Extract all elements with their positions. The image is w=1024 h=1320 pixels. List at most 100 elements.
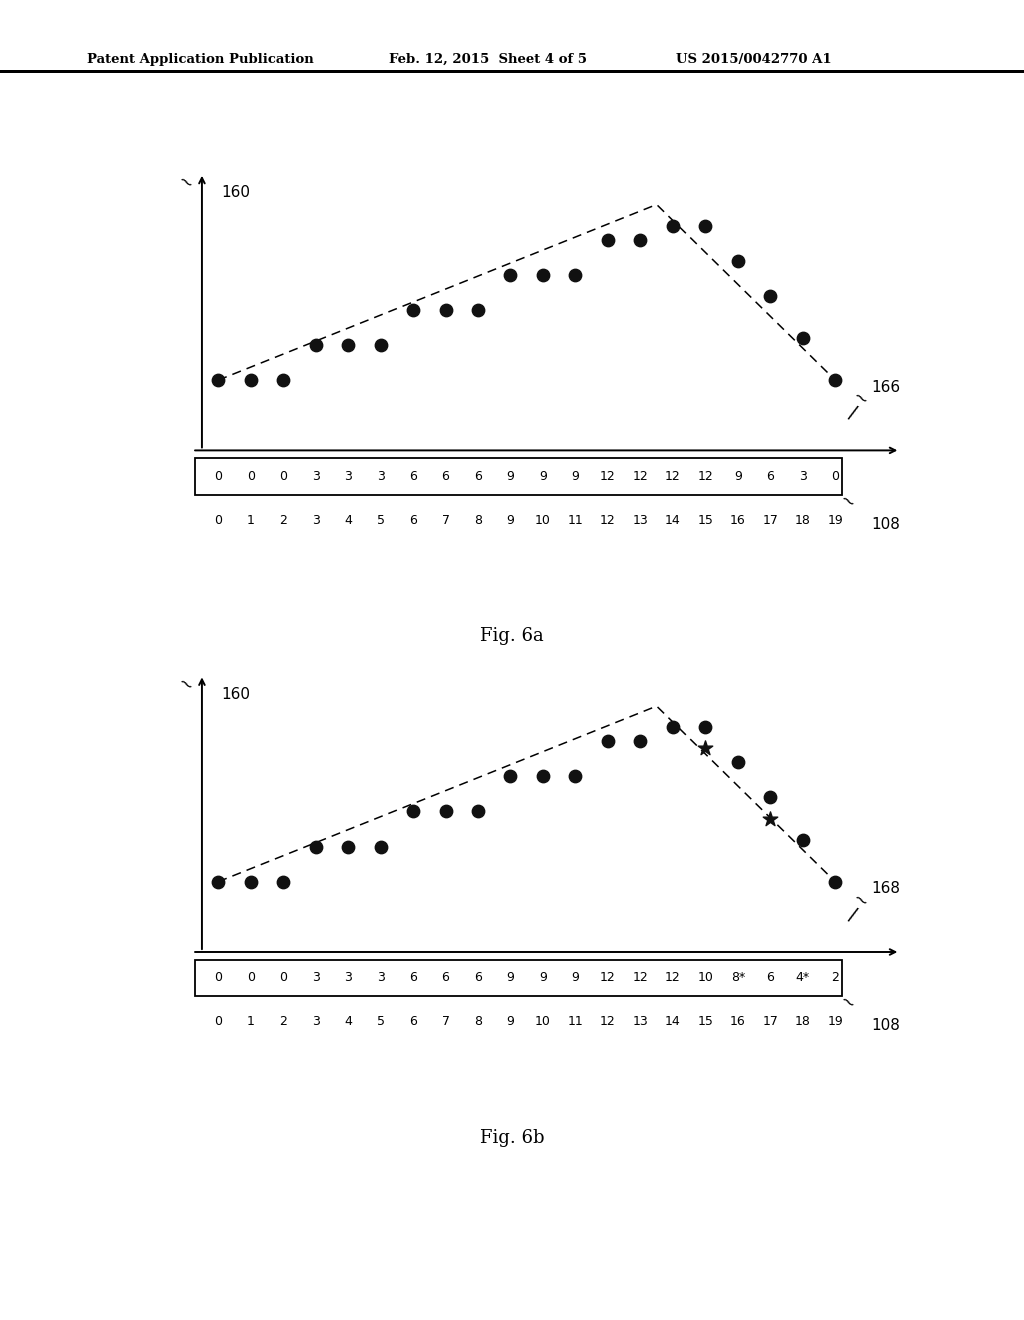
Point xyxy=(535,264,551,285)
Text: ~: ~ xyxy=(173,172,196,195)
Text: 2: 2 xyxy=(280,513,287,527)
Point xyxy=(340,334,356,355)
Point xyxy=(762,787,778,808)
Point xyxy=(503,264,519,285)
Point xyxy=(470,801,486,822)
Point xyxy=(600,230,616,251)
Text: 166: 166 xyxy=(871,380,900,395)
Text: 6: 6 xyxy=(410,1015,417,1028)
Text: 18: 18 xyxy=(795,1015,811,1028)
Text: 9: 9 xyxy=(734,470,741,483)
Text: 3: 3 xyxy=(344,470,352,483)
Text: 9: 9 xyxy=(507,1015,514,1028)
Text: 12: 12 xyxy=(633,470,648,483)
Point xyxy=(503,766,519,787)
Text: 12: 12 xyxy=(600,513,615,527)
Point xyxy=(210,370,226,391)
Text: ~: ~ xyxy=(848,888,871,912)
Text: 11: 11 xyxy=(567,1015,584,1028)
Text: /: / xyxy=(847,904,859,925)
Point xyxy=(762,808,778,829)
Text: 0: 0 xyxy=(214,470,222,483)
Text: Fig. 6a: Fig. 6a xyxy=(480,627,544,645)
Text: 19: 19 xyxy=(827,513,843,527)
Point xyxy=(404,300,421,321)
Point xyxy=(243,370,259,391)
Text: 12: 12 xyxy=(600,1015,615,1028)
Point xyxy=(373,836,389,857)
Point xyxy=(243,871,259,892)
Point xyxy=(210,871,226,892)
Text: 15: 15 xyxy=(697,513,714,527)
Text: 6: 6 xyxy=(410,470,417,483)
Text: 9: 9 xyxy=(507,470,514,483)
Text: 6: 6 xyxy=(474,470,482,483)
Text: 18: 18 xyxy=(795,513,811,527)
Point xyxy=(437,300,454,321)
Text: 12: 12 xyxy=(665,470,681,483)
Text: 3: 3 xyxy=(311,972,319,985)
Text: 7: 7 xyxy=(441,1015,450,1028)
Text: 3: 3 xyxy=(311,513,319,527)
Text: 7: 7 xyxy=(441,513,450,527)
Text: 9: 9 xyxy=(507,972,514,985)
Point xyxy=(665,717,681,738)
Point xyxy=(665,215,681,236)
Text: 0: 0 xyxy=(247,470,255,483)
Text: 17: 17 xyxy=(763,1015,778,1028)
Point xyxy=(762,285,778,306)
Text: ~: ~ xyxy=(836,490,858,513)
Text: 10: 10 xyxy=(535,1015,551,1028)
Text: 9: 9 xyxy=(539,470,547,483)
Text: 13: 13 xyxy=(633,1015,648,1028)
Text: Feb. 12, 2015  Sheet 4 of 5: Feb. 12, 2015 Sheet 4 of 5 xyxy=(389,53,587,66)
Point xyxy=(795,327,811,348)
Point xyxy=(827,871,844,892)
Point xyxy=(827,370,844,391)
Text: 8*: 8* xyxy=(731,972,745,985)
Text: 0: 0 xyxy=(214,972,222,985)
Point xyxy=(567,264,584,285)
Text: 6: 6 xyxy=(766,972,774,985)
Text: 9: 9 xyxy=(507,513,514,527)
Text: ~: ~ xyxy=(848,387,871,411)
Text: 0: 0 xyxy=(214,1015,222,1028)
Text: 19: 19 xyxy=(827,1015,843,1028)
Point xyxy=(795,829,811,850)
Text: 11: 11 xyxy=(567,513,584,527)
Point xyxy=(340,836,356,857)
Text: 12: 12 xyxy=(665,972,681,985)
Point xyxy=(632,230,648,251)
Text: 14: 14 xyxy=(665,513,681,527)
Text: 6: 6 xyxy=(766,470,774,483)
Point xyxy=(470,300,486,321)
Text: 16: 16 xyxy=(730,1015,745,1028)
Text: 12: 12 xyxy=(600,972,615,985)
Text: 0: 0 xyxy=(280,972,287,985)
Text: 8: 8 xyxy=(474,1015,482,1028)
Text: 4: 4 xyxy=(344,513,352,527)
Point xyxy=(307,334,324,355)
Point xyxy=(697,215,714,236)
Text: 108: 108 xyxy=(871,1018,900,1034)
Text: 0: 0 xyxy=(280,470,287,483)
Text: 4*: 4* xyxy=(796,972,810,985)
Text: 4: 4 xyxy=(344,1015,352,1028)
Point xyxy=(567,766,584,787)
Point xyxy=(632,731,648,752)
Text: 6: 6 xyxy=(474,972,482,985)
Text: 2: 2 xyxy=(280,1015,287,1028)
Text: 6: 6 xyxy=(410,972,417,985)
Text: 6: 6 xyxy=(441,470,450,483)
Text: 3: 3 xyxy=(344,972,352,985)
Text: ~: ~ xyxy=(173,673,196,697)
Text: 15: 15 xyxy=(697,1015,714,1028)
Text: 10: 10 xyxy=(535,513,551,527)
Text: 6: 6 xyxy=(441,972,450,985)
FancyBboxPatch shape xyxy=(196,960,842,997)
Text: Patent Application Publication: Patent Application Publication xyxy=(87,53,313,66)
Point xyxy=(274,370,291,391)
Point xyxy=(697,738,714,759)
Text: /: / xyxy=(847,403,859,424)
Text: 160: 160 xyxy=(221,185,251,201)
